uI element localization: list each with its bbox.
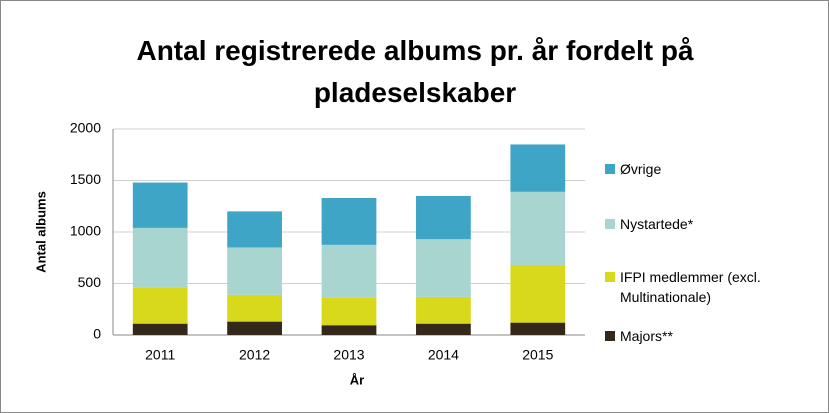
- bar-segment: [416, 323, 471, 335]
- legend-swatch: [605, 272, 615, 282]
- legend-swatch: [605, 219, 615, 229]
- legend-label: Øvrige: [620, 161, 662, 177]
- legend-label: Nystartede*: [620, 216, 694, 232]
- bar-segment: [321, 244, 377, 298]
- y-tick-label: 500: [78, 274, 102, 290]
- bar-segment: [321, 325, 377, 335]
- bar-segment: [321, 297, 377, 326]
- x-tick-label: 2014: [428, 347, 459, 363]
- bar-segment: [416, 239, 471, 297]
- bar-segment: [132, 287, 188, 324]
- bar-segment: [227, 211, 282, 248]
- bar-segment: [416, 296, 471, 324]
- x-tick-label: 2015: [522, 347, 553, 363]
- legend-label: IFPI medlemmer (excl. Multinationale): [620, 269, 761, 305]
- bar-segment: [510, 322, 566, 335]
- bar-segment: [227, 294, 282, 322]
- bar-segment: [510, 144, 566, 192]
- bar-segment: [227, 321, 282, 335]
- bar-segment: [510, 191, 566, 265]
- x-tick-label: 2011: [145, 347, 175, 363]
- legend-swatch: [605, 164, 615, 174]
- bar-segment: [132, 323, 188, 335]
- x-axis-label: År: [350, 372, 364, 387]
- bar-segment: [321, 198, 377, 245]
- chart-title: Antal registrerede albums pr. år fordelt…: [136, 35, 694, 108]
- legend-swatch: [605, 331, 615, 341]
- bar-segment: [227, 247, 282, 295]
- y-axis-label: Antal albums: [33, 191, 48, 273]
- y-tick-label: 0: [93, 326, 101, 342]
- x-tick-label: 2013: [333, 347, 364, 363]
- y-tick-label: 2000: [70, 120, 101, 136]
- bar-segment: [416, 195, 471, 240]
- bar-segment: [132, 182, 188, 228]
- x-tick-label: 2012: [239, 347, 270, 363]
- y-tick-label: 1000: [70, 223, 101, 239]
- bar-segment: [132, 227, 188, 288]
- bar-segment: [510, 264, 566, 323]
- y-tick-label: 1500: [70, 171, 101, 187]
- legend-label: Majors**: [620, 328, 673, 344]
